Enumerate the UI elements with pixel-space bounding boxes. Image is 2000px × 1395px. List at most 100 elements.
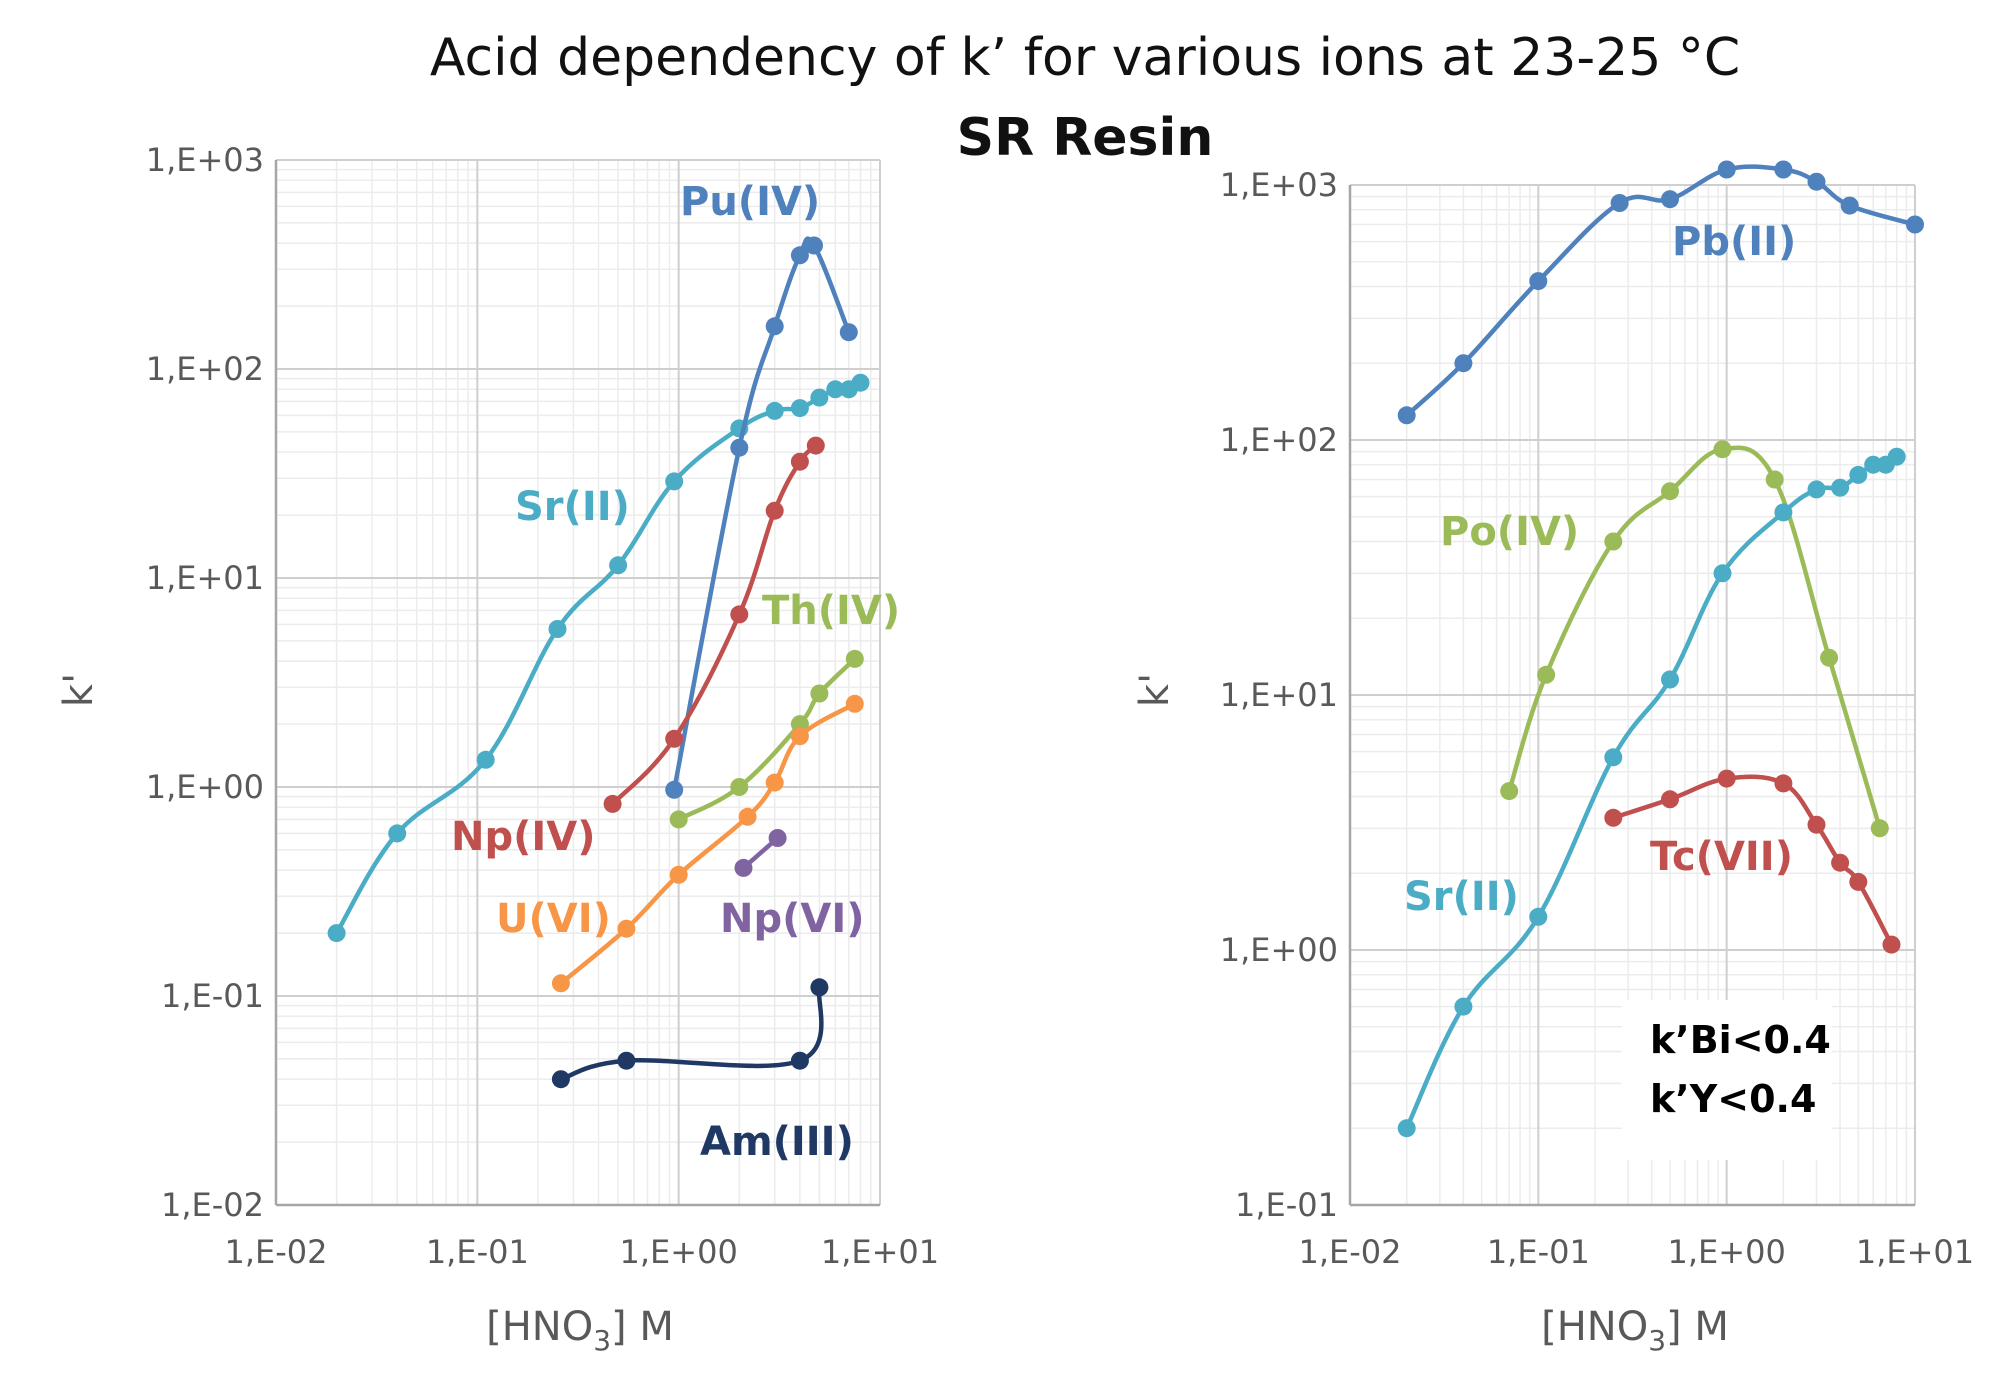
y-tick-label: 1,E-01	[1235, 1186, 1338, 1224]
left-point-sr-ii	[765, 401, 784, 420]
left-point-np-vi	[734, 858, 753, 877]
label-np-iv: Np(IV)	[451, 814, 596, 860]
y-tick-label: 1,E+02	[1220, 421, 1338, 459]
left-point-u-vi	[765, 773, 784, 792]
left-point-sr-ii	[548, 620, 567, 638]
left-ylabel: k'	[56, 673, 102, 707]
right-point-sr-ii	[1529, 907, 1548, 926]
x-tick-label: 1,E+00	[1668, 1233, 1786, 1271]
right-xlabel: [HNO3] M	[1541, 1304, 1729, 1357]
right-point-tc-vii	[1661, 790, 1679, 809]
left-point-am-iii	[790, 1051, 809, 1070]
right-point-sr-ii	[1807, 480, 1826, 499]
right-point-po-iv	[1870, 819, 1889, 838]
right-point-po-iv	[1537, 665, 1556, 684]
right-point-po-iv	[1661, 482, 1679, 501]
left-point-pu-iv	[839, 323, 858, 342]
x-tick-label: 1,E-01	[426, 1233, 529, 1271]
label-po-iv: Po(IV)	[1440, 509, 1579, 555]
left-point-np-vi	[768, 829, 787, 847]
left-point-sr-ii	[609, 556, 628, 575]
right-point-sr-ii	[1887, 447, 1906, 466]
right-point-sr-ii	[1774, 503, 1793, 522]
right-chart: 1,E-02 1,E-01 1,E+00 1,E+01 1,E-01 1,E+00 1,E+…	[1132, 160, 1974, 1357]
left-point-u-vi	[551, 974, 570, 993]
right-point-tc-vii	[1849, 872, 1868, 891]
right-point-sr-ii	[1831, 478, 1850, 497]
page-title: Acid dependency of k’ for various ions a…	[429, 28, 1741, 88]
right-point-pb-ii	[1717, 160, 1736, 179]
left-point-np-iv	[665, 729, 684, 748]
left-point-np-iv	[765, 501, 784, 520]
right-point-sr-ii	[1661, 670, 1679, 689]
left-point-pu-iv	[765, 317, 784, 336]
right-point-pb-ii	[1661, 190, 1679, 209]
y-tick-label: 1,E-01	[161, 977, 264, 1015]
left-point-u-vi	[669, 865, 688, 884]
y-tick-label: 1,E+01	[1220, 676, 1338, 714]
right-point-sr-ii	[1849, 465, 1868, 484]
left-point-np-iv	[806, 436, 825, 455]
y-tick-label: 1,E+01	[146, 559, 264, 597]
left-point-u-vi	[790, 727, 809, 746]
left-point-sr-ii	[388, 824, 407, 843]
y-tick-label: 1,E+03	[1220, 166, 1338, 204]
right-ylabel: k'	[1132, 673, 1178, 707]
left-point-th-iv	[810, 684, 829, 703]
left-point-sr-ii	[826, 380, 845, 399]
right-point-sr-ii	[1454, 997, 1473, 1016]
x-tick-label: 1,E-01	[1487, 1233, 1590, 1271]
y-tick-label: 1,E-02	[161, 1186, 264, 1224]
right-point-po-iv	[1604, 532, 1623, 551]
right-point-tc-vii	[1807, 815, 1826, 834]
y-tick-label: 1,E+02	[146, 350, 264, 388]
right-point-po-iv	[1820, 648, 1839, 667]
left-point-sr-ii	[851, 373, 870, 392]
x-tick-label: 1,E+01	[1856, 1233, 1974, 1271]
x-tick-label: 1,E+01	[821, 1233, 939, 1271]
right-point-tc-vii	[1831, 853, 1850, 872]
left-series-line-pu-iv	[671, 236, 852, 793]
left-point-am-iii	[551, 1070, 570, 1089]
label-sr-ii-left: Sr(II)	[515, 484, 630, 530]
y-tick-label: 1,E+00	[1220, 931, 1338, 969]
label-tc-vii: Tc(VII)	[1650, 834, 1793, 880]
y-tick-label: 1,E+03	[146, 141, 264, 179]
left-point-pu-iv	[730, 438, 749, 457]
left-point-am-iii	[810, 978, 829, 997]
right-point-tc-vii	[1774, 774, 1793, 793]
right-point-sr-ii	[1713, 564, 1732, 583]
left-point-pu-iv	[665, 780, 684, 799]
annotation-y: k’Y<0.4	[1650, 1077, 1816, 1121]
right-point-sr-ii	[1397, 1119, 1416, 1138]
left-point-pu-iv	[790, 246, 809, 265]
annotation-bi: k’Bi<0.4	[1650, 1018, 1831, 1062]
left-point-u-vi	[617, 919, 636, 938]
right-point-po-iv	[1713, 440, 1732, 459]
left-series-line-am-iii	[558, 985, 824, 1082]
right-point-pb-ii	[1906, 215, 1924, 234]
left-point-sr-ii	[327, 924, 346, 943]
label-th-iv: Th(IV)	[762, 588, 900, 634]
annotation-box	[1622, 1000, 1832, 1160]
left-chart: 1,E-02 1,E-01 1,E+00 1,E+01 1,E-02 1,E-01 1,E+…	[56, 141, 939, 1357]
right-point-tc-vii	[1882, 935, 1901, 954]
right-point-pb-ii	[1840, 196, 1859, 215]
left-point-np-iv	[790, 452, 809, 471]
left-point-u-vi	[738, 807, 757, 826]
right-point-po-iv	[1765, 470, 1784, 489]
x-tick-label: 1,E-02	[1298, 1233, 1401, 1271]
label-pb-ii: Pb(II)	[1672, 219, 1796, 265]
left-point-th-iv	[669, 810, 688, 829]
left-point-sr-ii	[810, 388, 829, 407]
x-tick-label: 1,E+00	[620, 1233, 738, 1271]
right-point-pb-ii	[1807, 172, 1826, 191]
left-point-sr-ii	[665, 472, 684, 491]
right-point-pb-ii	[1610, 194, 1629, 212]
left-point-th-iv	[730, 778, 749, 796]
right-point-po-iv	[1500, 782, 1519, 801]
y-tick-label: 1,E+00	[146, 768, 264, 806]
right-point-sr-ii	[1604, 748, 1623, 767]
label-np-vi: Np(VI)	[720, 896, 865, 942]
